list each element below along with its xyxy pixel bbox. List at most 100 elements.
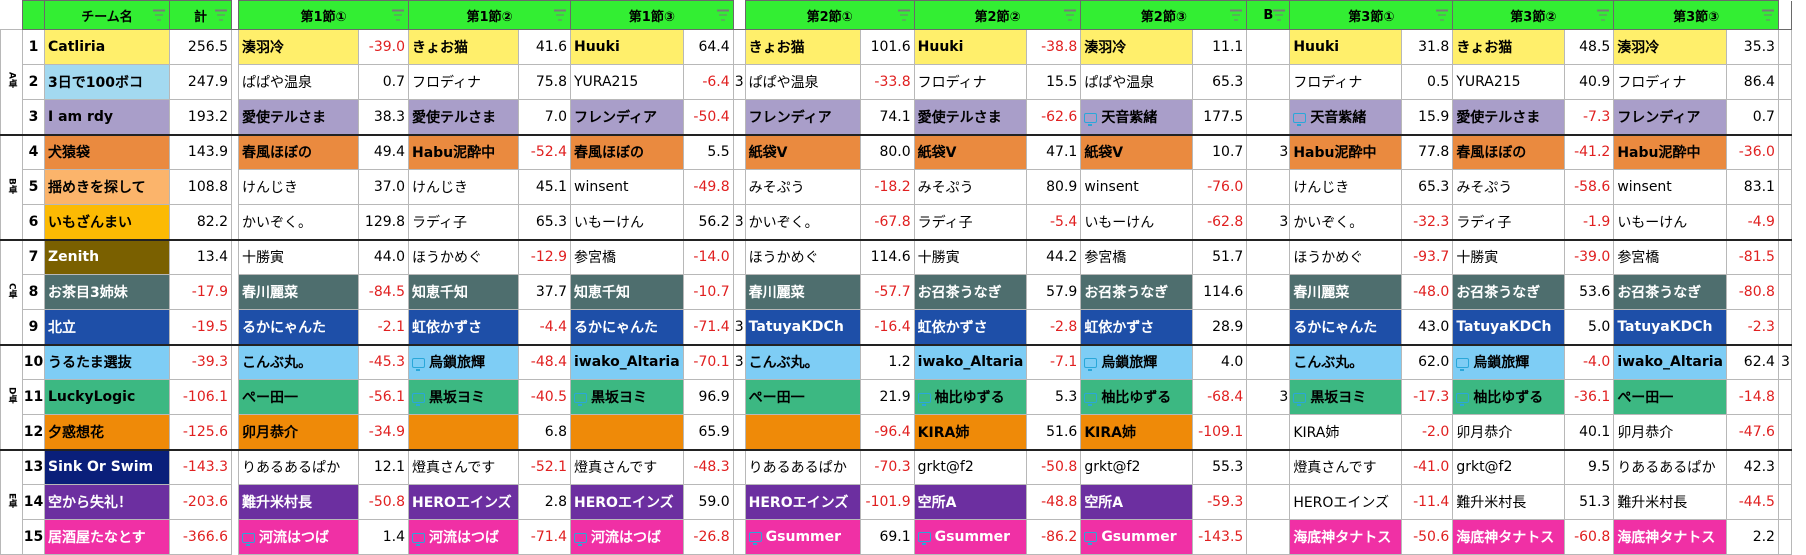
filter-icon[interactable]	[1272, 9, 1286, 21]
score-cell[interactable]: -84.5	[358, 274, 409, 310]
player-name-cell[interactable]: KIRA姉	[1080, 414, 1194, 450]
player-name-cell[interactable]: 難升米村長	[238, 484, 359, 520]
score-cell[interactable]: 65.3	[518, 204, 571, 240]
total-cell[interactable]: 108.8	[169, 169, 232, 205]
score-cell[interactable]: -39.0	[358, 29, 409, 65]
score-cell[interactable]: 51.7	[1192, 238, 1248, 275]
score-cell[interactable]: 65.3	[1401, 169, 1454, 205]
score-cell[interactable]: -14.0	[682, 238, 734, 275]
score-cell[interactable]: 77.8	[1401, 133, 1454, 170]
player-name-cell[interactable]: お召茶うなぎ	[1613, 274, 1727, 310]
player-name-cell[interactable]: Gsummer	[744, 519, 861, 555]
score-cell[interactable]: 101.6	[859, 29, 915, 65]
player-name-cell[interactable]: KIRA姉	[913, 414, 1028, 450]
score-cell[interactable]: 177.5	[1192, 99, 1248, 135]
score-cell[interactable]: 0.7	[1725, 99, 1779, 135]
player-name-cell[interactable]: フロディナ	[1613, 64, 1727, 100]
player-name-cell[interactable]: いもーけん	[1080, 204, 1194, 240]
score-cell[interactable]: 80.9	[1026, 169, 1082, 205]
player-name-cell[interactable]: みそぷう	[744, 169, 861, 205]
player-name-cell[interactable]: Huuki	[913, 29, 1028, 65]
score-cell[interactable]: 83.1	[1725, 169, 1779, 205]
player-name-cell[interactable]: ぱぱや温泉	[238, 64, 359, 100]
score-cell[interactable]: -1.9	[1564, 204, 1615, 240]
rank-cell[interactable]: 14	[22, 484, 45, 520]
col-header-s6[interactable]: 第2節③	[1080, 0, 1248, 30]
score-cell[interactable]: 64.4	[682, 29, 734, 65]
player-name-cell[interactable]: grkt@f2	[913, 448, 1028, 485]
player-name-cell[interactable]: ぺー田一	[1613, 379, 1727, 415]
score-cell[interactable]: -44.5	[1725, 484, 1779, 520]
player-name-cell[interactable]: 河流はつば	[238, 519, 359, 555]
player-name-cell[interactable]: Huuki	[1289, 29, 1403, 65]
col-header-total[interactable]: 計	[169, 0, 232, 30]
score-cell[interactable]: -18.2	[859, 169, 915, 205]
team-name-cell[interactable]: 夕惑想花	[44, 414, 170, 450]
total-cell[interactable]: -106.1	[169, 379, 232, 415]
team-name-cell[interactable]: Catliria	[44, 29, 170, 65]
score-cell[interactable]: -48.3	[682, 448, 734, 485]
rank-cell[interactable]: 6	[22, 204, 45, 240]
score-cell[interactable]: -7.3	[1564, 99, 1615, 135]
rank-cell[interactable]: 7	[22, 238, 45, 275]
player-name-cell[interactable]: 知恵千知	[570, 274, 684, 310]
score-cell[interactable]: 86.4	[1725, 64, 1779, 100]
player-name-cell[interactable]: こんぶ丸。	[238, 343, 359, 380]
score-cell[interactable]: 65.3	[1192, 64, 1248, 100]
player-name-cell[interactable]: 燈真さんです	[408, 448, 519, 485]
filter-icon[interactable]	[553, 9, 567, 21]
score-cell[interactable]: 10.7	[1192, 133, 1248, 170]
player-name-cell[interactable]	[570, 414, 684, 450]
player-name-cell[interactable]: みそぷう	[1452, 169, 1566, 205]
rank-cell[interactable]: 8	[22, 274, 45, 310]
col-header-s4[interactable]: 第2節①	[744, 0, 915, 30]
player-name-cell[interactable]: 燈真さんです	[570, 448, 684, 485]
score-cell[interactable]: -17.3	[1401, 379, 1454, 415]
team-name-cell[interactable]: 犬猿袋	[44, 133, 170, 170]
score-cell[interactable]: -48.4	[518, 343, 571, 380]
score-cell[interactable]: -71.4	[682, 309, 734, 345]
player-name-cell[interactable]: 愛使テルさま	[408, 99, 519, 135]
player-name-cell[interactable]: Habu泥酔中	[408, 133, 519, 170]
team-name-cell[interactable]: Zenith	[44, 238, 170, 275]
player-name-cell[interactable]: かいぞく。	[1289, 204, 1403, 240]
player-name-cell[interactable]: 空所A	[913, 484, 1028, 520]
player-name-cell[interactable]: 十勝寅	[1452, 238, 1566, 275]
player-name-cell[interactable]: Gsummer	[1080, 519, 1194, 555]
player-name-cell[interactable]: けんじき	[238, 169, 359, 205]
player-name-cell[interactable]: るかにゃんた	[238, 309, 359, 345]
score-cell[interactable]: 11.1	[1192, 29, 1248, 65]
player-name-cell[interactable]: 愛使テルさま	[238, 99, 359, 135]
total-cell[interactable]: 13.4	[169, 238, 232, 275]
score-cell[interactable]: 9.5	[1564, 448, 1615, 485]
player-name-cell[interactable]: フレンディア	[1613, 99, 1727, 135]
score-cell[interactable]: -81.5	[1725, 238, 1779, 275]
score-cell[interactable]: -101.9	[859, 484, 915, 520]
score-cell[interactable]: -48.8	[1026, 484, 1082, 520]
score-cell[interactable]: -96.4	[859, 414, 915, 450]
player-name-cell[interactable]: winsent	[1080, 169, 1194, 205]
rank-cell[interactable]: 1	[22, 29, 45, 65]
player-name-cell[interactable]: フレンディア	[570, 99, 684, 135]
col-header-team[interactable]: チーム名	[44, 0, 170, 30]
player-name-cell[interactable]: 紙袋V	[744, 133, 861, 170]
player-name-cell[interactable]: ほうかめぐ	[1289, 238, 1403, 275]
total-cell[interactable]: 193.2	[169, 99, 232, 135]
score-cell[interactable]: 44.2	[1026, 238, 1082, 275]
score-cell[interactable]: -38.8	[1026, 29, 1082, 65]
filter-icon[interactable]	[716, 9, 730, 21]
player-name-cell[interactable]: 難升米村長	[1452, 484, 1566, 520]
player-name-cell[interactable]: 春川麗菜	[1289, 274, 1403, 310]
score-cell[interactable]: -39.0	[1564, 238, 1615, 275]
score-cell[interactable]: -52.1	[518, 448, 571, 485]
player-name-cell[interactable]: きょお猫	[744, 29, 861, 65]
score-cell[interactable]: -34.9	[358, 414, 409, 450]
player-name-cell[interactable]: るかにゃんた	[1289, 309, 1403, 345]
score-cell[interactable]: 2.2	[1725, 519, 1779, 555]
player-name-cell[interactable]: Habu泥酔中	[1613, 133, 1727, 170]
player-name-cell[interactable]: 河流はつば	[408, 519, 519, 555]
score-cell[interactable]: -2.1	[358, 309, 409, 345]
player-name-cell[interactable]: 愛使テルさま	[1452, 99, 1566, 135]
player-name-cell[interactable]: お召茶うなぎ	[1080, 274, 1194, 310]
score-cell[interactable]: 43.0	[1401, 309, 1454, 345]
